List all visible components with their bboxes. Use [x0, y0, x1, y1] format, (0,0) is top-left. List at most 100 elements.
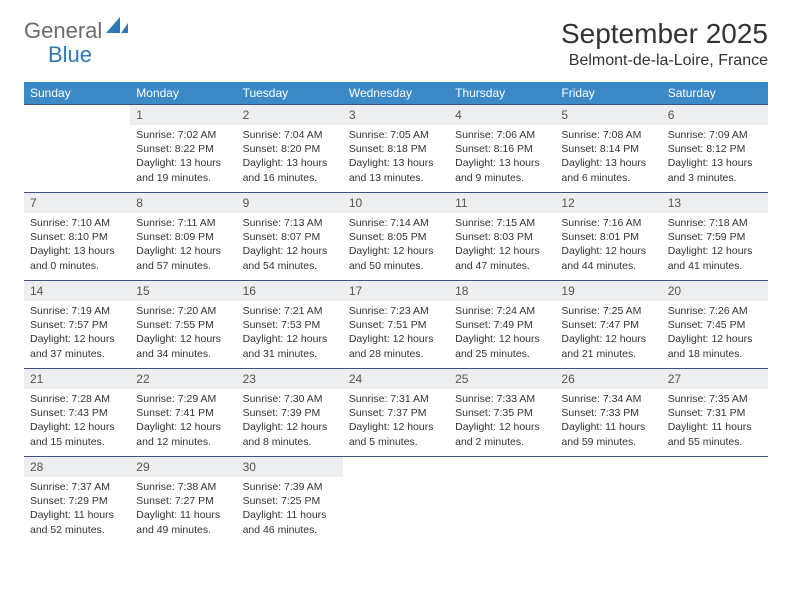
calendar-cell: 29Sunrise: 7:38 AMSunset: 7:27 PMDayligh… [130, 457, 236, 545]
calendar-cell: 9Sunrise: 7:13 AMSunset: 8:07 PMDaylight… [237, 193, 343, 281]
day-number: 23 [237, 369, 343, 389]
day-details: Sunrise: 7:35 AMSunset: 7:31 PMDaylight:… [662, 389, 768, 454]
calendar-week-row: 14Sunrise: 7:19 AMSunset: 7:57 PMDayligh… [24, 281, 768, 369]
calendar-cell: 22Sunrise: 7:29 AMSunset: 7:41 PMDayligh… [130, 369, 236, 457]
day-number: 12 [555, 193, 661, 213]
calendar-cell: 12Sunrise: 7:16 AMSunset: 8:01 PMDayligh… [555, 193, 661, 281]
day-number: 22 [130, 369, 236, 389]
day-details: Sunrise: 7:15 AMSunset: 8:03 PMDaylight:… [449, 213, 555, 278]
day-number: 17 [343, 281, 449, 301]
day-number: 20 [662, 281, 768, 301]
day-details: Sunrise: 7:30 AMSunset: 7:39 PMDaylight:… [237, 389, 343, 454]
calendar-cell: 5Sunrise: 7:08 AMSunset: 8:14 PMDaylight… [555, 105, 661, 193]
day-details: Sunrise: 7:09 AMSunset: 8:12 PMDaylight:… [662, 125, 768, 190]
day-details: Sunrise: 7:28 AMSunset: 7:43 PMDaylight:… [24, 389, 130, 454]
calendar-cell: 30Sunrise: 7:39 AMSunset: 7:25 PMDayligh… [237, 457, 343, 545]
logo-text-general: General [24, 18, 102, 44]
calendar-cell: .. [662, 457, 768, 545]
calendar-cell: 13Sunrise: 7:18 AMSunset: 7:59 PMDayligh… [662, 193, 768, 281]
calendar-cell: .. [449, 457, 555, 545]
day-number: 10 [343, 193, 449, 213]
calendar-cell: 24Sunrise: 7:31 AMSunset: 7:37 PMDayligh… [343, 369, 449, 457]
day-number: 14 [24, 281, 130, 301]
day-details: Sunrise: 7:20 AMSunset: 7:55 PMDaylight:… [130, 301, 236, 366]
day-details: Sunrise: 7:18 AMSunset: 7:59 PMDaylight:… [662, 213, 768, 278]
day-details: Sunrise: 7:26 AMSunset: 7:45 PMDaylight:… [662, 301, 768, 366]
day-details: Sunrise: 7:04 AMSunset: 8:20 PMDaylight:… [237, 125, 343, 190]
day-number: 26 [555, 369, 661, 389]
day-number: 16 [237, 281, 343, 301]
calendar-cell: 19Sunrise: 7:25 AMSunset: 7:47 PMDayligh… [555, 281, 661, 369]
day-details: Sunrise: 7:25 AMSunset: 7:47 PMDaylight:… [555, 301, 661, 366]
day-number: 11 [449, 193, 555, 213]
day-number: 15 [130, 281, 236, 301]
weekday-header: Sunday [24, 82, 130, 105]
day-details: Sunrise: 7:34 AMSunset: 7:33 PMDaylight:… [555, 389, 661, 454]
weekday-header: Thursday [449, 82, 555, 105]
day-number: 21 [24, 369, 130, 389]
logo-text-blue: Blue [48, 42, 92, 68]
calendar-cell: 6Sunrise: 7:09 AMSunset: 8:12 PMDaylight… [662, 105, 768, 193]
page-title: September 2025 [561, 18, 768, 50]
day-number: 2 [237, 105, 343, 125]
calendar-cell: 15Sunrise: 7:20 AMSunset: 7:55 PMDayligh… [130, 281, 236, 369]
day-number: 30 [237, 457, 343, 477]
calendar-cell: 28Sunrise: 7:37 AMSunset: 7:29 PMDayligh… [24, 457, 130, 545]
day-number: 13 [662, 193, 768, 213]
calendar-cell: 16Sunrise: 7:21 AMSunset: 7:53 PMDayligh… [237, 281, 343, 369]
location-label: Belmont-de-la-Loire, France [561, 52, 768, 70]
title-block: September 2025 Belmont-de-la-Loire, Fran… [561, 18, 768, 70]
weekday-header: Friday [555, 82, 661, 105]
day-details: Sunrise: 7:19 AMSunset: 7:57 PMDaylight:… [24, 301, 130, 366]
calendar-cell: 7Sunrise: 7:10 AMSunset: 8:10 PMDaylight… [24, 193, 130, 281]
calendar-week-row: 21Sunrise: 7:28 AMSunset: 7:43 PMDayligh… [24, 369, 768, 457]
day-number: 4 [449, 105, 555, 125]
calendar-week-row: 7Sunrise: 7:10 AMSunset: 8:10 PMDaylight… [24, 193, 768, 281]
day-number: 1 [130, 105, 236, 125]
calendar-cell: 11Sunrise: 7:15 AMSunset: 8:03 PMDayligh… [449, 193, 555, 281]
calendar-cell: 2Sunrise: 7:04 AMSunset: 8:20 PMDaylight… [237, 105, 343, 193]
weekday-header: Saturday [662, 82, 768, 105]
day-details: Sunrise: 7:38 AMSunset: 7:27 PMDaylight:… [130, 477, 236, 542]
day-details: Sunrise: 7:31 AMSunset: 7:37 PMDaylight:… [343, 389, 449, 454]
day-number: 8 [130, 193, 236, 213]
calendar-cell: 10Sunrise: 7:14 AMSunset: 8:05 PMDayligh… [343, 193, 449, 281]
day-number: 3 [343, 105, 449, 125]
calendar-week-row: 28Sunrise: 7:37 AMSunset: 7:29 PMDayligh… [24, 457, 768, 545]
day-details: Sunrise: 7:29 AMSunset: 7:41 PMDaylight:… [130, 389, 236, 454]
day-details: Sunrise: 7:05 AMSunset: 8:18 PMDaylight:… [343, 125, 449, 190]
calendar-cell: 21Sunrise: 7:28 AMSunset: 7:43 PMDayligh… [24, 369, 130, 457]
weekday-header: Monday [130, 82, 236, 105]
calendar-cell: .. [343, 457, 449, 545]
calendar-cell: 8Sunrise: 7:11 AMSunset: 8:09 PMDaylight… [130, 193, 236, 281]
day-number: 7 [24, 193, 130, 213]
weekday-header: Wednesday [343, 82, 449, 105]
day-details: Sunrise: 7:21 AMSunset: 7:53 PMDaylight:… [237, 301, 343, 366]
logo-sail-icon [106, 17, 128, 33]
day-details: Sunrise: 7:08 AMSunset: 8:14 PMDaylight:… [555, 125, 661, 190]
calendar-cell: 17Sunrise: 7:23 AMSunset: 7:51 PMDayligh… [343, 281, 449, 369]
calendar-cell: .. [555, 457, 661, 545]
calendar-cell: 26Sunrise: 7:34 AMSunset: 7:33 PMDayligh… [555, 369, 661, 457]
day-number: 25 [449, 369, 555, 389]
calendar-header-row: SundayMondayTuesdayWednesdayThursdayFrid… [24, 82, 768, 105]
day-number: 18 [449, 281, 555, 301]
calendar-cell: 27Sunrise: 7:35 AMSunset: 7:31 PMDayligh… [662, 369, 768, 457]
day-number: 24 [343, 369, 449, 389]
calendar-cell: 23Sunrise: 7:30 AMSunset: 7:39 PMDayligh… [237, 369, 343, 457]
day-details: Sunrise: 7:23 AMSunset: 7:51 PMDaylight:… [343, 301, 449, 366]
calendar-body: ..1Sunrise: 7:02 AMSunset: 8:22 PMDaylig… [24, 105, 768, 545]
calendar-cell: 25Sunrise: 7:33 AMSunset: 7:35 PMDayligh… [449, 369, 555, 457]
day-number: 19 [555, 281, 661, 301]
day-details: Sunrise: 7:11 AMSunset: 8:09 PMDaylight:… [130, 213, 236, 278]
day-number: 28 [24, 457, 130, 477]
day-number: 27 [662, 369, 768, 389]
day-number: 5 [555, 105, 661, 125]
calendar-cell: 4Sunrise: 7:06 AMSunset: 8:16 PMDaylight… [449, 105, 555, 193]
weekday-header: Tuesday [237, 82, 343, 105]
calendar-cell: 20Sunrise: 7:26 AMSunset: 7:45 PMDayligh… [662, 281, 768, 369]
day-number: 29 [130, 457, 236, 477]
calendar-cell: 3Sunrise: 7:05 AMSunset: 8:18 PMDaylight… [343, 105, 449, 193]
calendar-cell: 18Sunrise: 7:24 AMSunset: 7:49 PMDayligh… [449, 281, 555, 369]
day-details: Sunrise: 7:37 AMSunset: 7:29 PMDaylight:… [24, 477, 130, 542]
